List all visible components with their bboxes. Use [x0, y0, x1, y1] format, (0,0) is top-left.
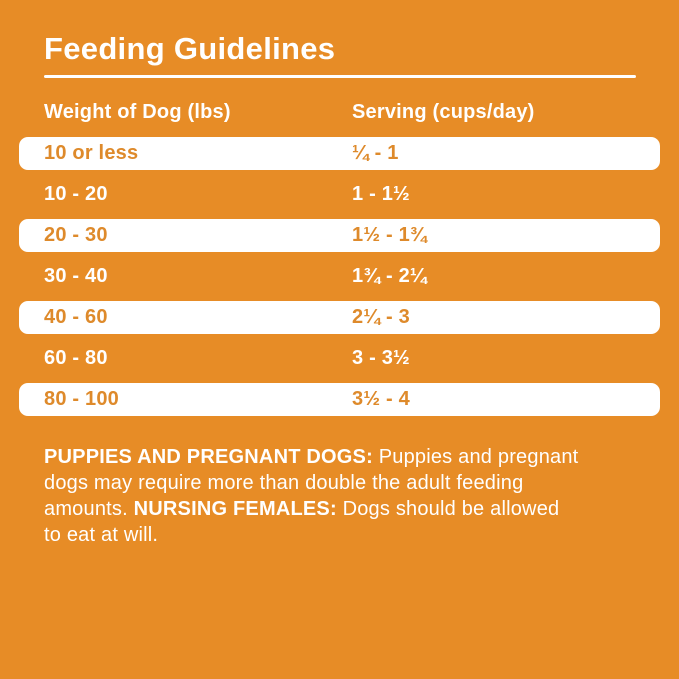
- weight-cell: 30 - 40: [44, 265, 108, 287]
- weight-cell: 10 or less: [44, 142, 139, 164]
- nursing-females-label: NURSING FEMALES:: [133, 498, 337, 520]
- serving-cell: 1¾ - 2¼: [352, 265, 427, 287]
- table-row: 10 - 20 1 - 1½: [19, 178, 660, 211]
- table-row: 60 - 80 3 - 3½: [19, 342, 660, 375]
- serving-cell: 1 - 1½: [352, 183, 410, 205]
- nursing-females-text: Dogs should be allowed: [336, 498, 560, 520]
- feeding-notes: PUPPIES AND PREGNANT DOGS: Puppies and p…: [44, 444, 644, 548]
- table-row: 20 - 30 1½ - 1¾: [19, 219, 660, 252]
- table-row: 30 - 40 1¾ - 2¼: [19, 260, 660, 293]
- serving-cell: 3½ - 4: [352, 388, 410, 410]
- table-header-row: Weight of Dog (lbs) Serving (cups/day): [44, 101, 636, 124]
- puppies-pregnant-text: Puppies and pregnant: [372, 446, 579, 468]
- table-row: 80 - 100 3½ - 4: [19, 383, 660, 416]
- weight-cell: 80 - 100: [44, 388, 119, 410]
- weight-cell: 40 - 60: [44, 306, 108, 328]
- weight-cell: 60 - 80: [44, 347, 108, 369]
- notes-line-2: dogs may require more than double the ad…: [44, 472, 524, 494]
- puppies-pregnant-label: PUPPIES AND PREGNANT DOGS:: [44, 446, 373, 468]
- serving-cell: 2¼ - 3: [352, 306, 410, 328]
- serving-cell: 1½ - 1¾: [352, 224, 427, 246]
- title-underline-divider: [44, 75, 636, 78]
- serving-cell: 3 - 3½: [352, 347, 410, 369]
- page-title: Feeding Guidelines: [44, 31, 336, 66]
- weight-cell: 20 - 30: [44, 224, 108, 246]
- feeding-table: 10 or less ¼ - 1 10 - 20 1 - 1½ 20 - 30 …: [19, 137, 660, 424]
- notes-line-3-pre: amounts.: [44, 498, 134, 520]
- weight-cell: 10 - 20: [44, 183, 108, 205]
- table-row: 40 - 60 2¼ - 3: [19, 301, 660, 334]
- column-header-serving: Serving (cups/day): [352, 101, 535, 123]
- table-row: 10 or less ¼ - 1: [19, 137, 660, 170]
- serving-cell: ¼ - 1: [352, 142, 399, 164]
- notes-line-4: to eat at will.: [44, 524, 159, 546]
- column-header-weight: Weight of Dog (lbs): [44, 101, 231, 123]
